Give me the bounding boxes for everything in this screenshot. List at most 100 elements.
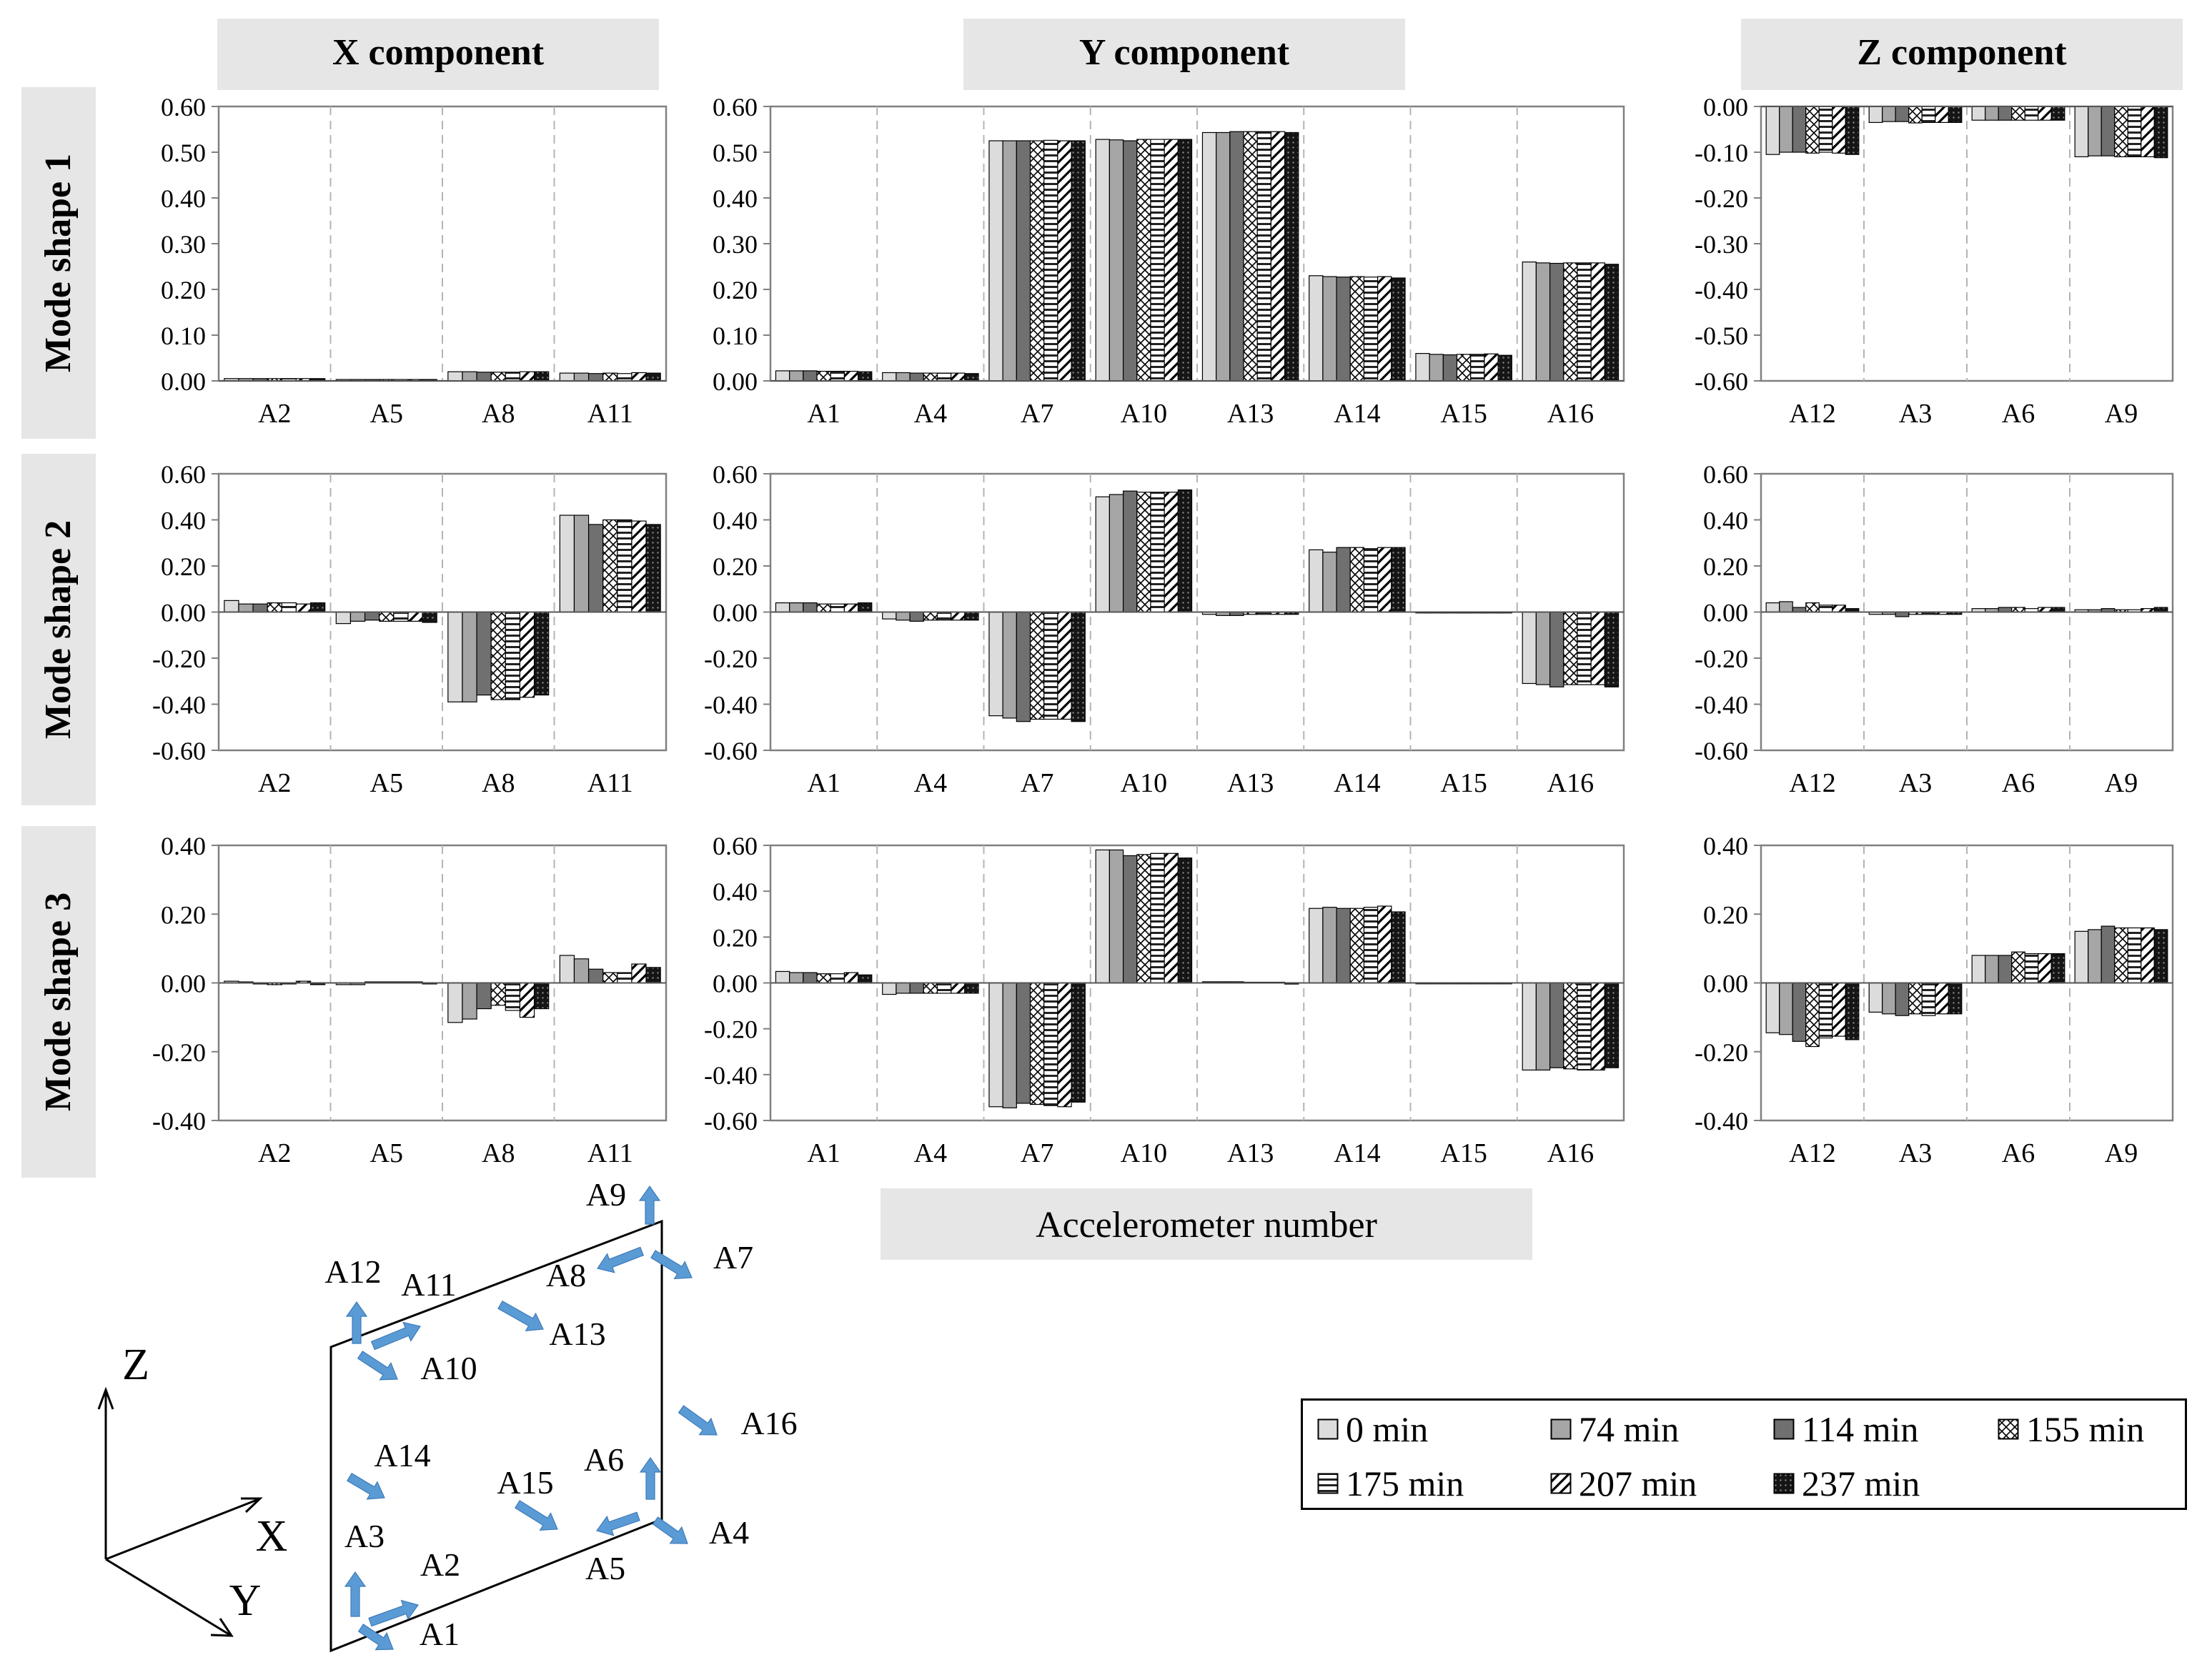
x-tick-label: A10 [1121,768,1167,798]
bar-a12-74-min [1779,601,1793,613]
bar-a6-237-min [2050,106,2065,121]
bar-a8-114-min [476,372,492,382]
bar-a6-74-min [1985,955,1999,984]
y-tick-label: -0.20 [704,1015,758,1044]
bar-a3-0-min [1868,982,1883,1013]
y-tick-label: 0.00 [161,599,206,627]
bar-a7-155-min [1029,982,1045,1105]
col-header-bg-x [217,19,659,90]
bar-a13-0-min [1201,131,1217,382]
bar-a2-74-min [238,603,254,613]
bar-a1-114-min [803,602,818,613]
structure-outline [329,1219,663,1653]
x-tick-label: A1 [807,1138,840,1168]
sensor-arrow-a9 [638,1185,661,1225]
col-header-bg-y [963,19,1405,90]
bar-a11-74-min [573,958,590,984]
bar-a9-114-min [2101,106,2116,156]
bar-a8-155-min [490,372,506,382]
bar-a3-237-min [1948,982,1963,1015]
y-tick-label: -0.40 [704,691,758,720]
xaxis-title: Accelerometer number [1036,1205,1377,1246]
bar-a7-0-min [988,982,1003,1108]
bar-a14-114-min [1336,908,1351,984]
sensor-label-a12: A12 [324,1253,381,1290]
legend-swatch [1550,1418,1572,1440]
bar-a16-175-min [1577,982,1592,1071]
bar-a4-0-min [882,372,897,382]
x-tick-label: A7 [1021,768,1053,798]
bar-a11-74-min [573,515,590,613]
bar-a7-114-min [1016,611,1031,722]
bar-a3-0-min [1868,106,1883,123]
bar-a15-175-min [1470,354,1485,382]
bar-a11-74-min [573,372,590,382]
x-tick-label: A2 [258,768,291,798]
y-tick-label: 0.40 [1703,507,1748,535]
x-tick-label: A7 [1021,399,1053,429]
bar-a4-0-min [882,611,897,620]
bar-a9-155-min [2114,106,2128,158]
bar-a15-207-min [1484,353,1499,382]
bar-a4-155-min [923,611,938,621]
bar-a16-114-min [1549,262,1564,382]
x-tick-label: A4 [914,399,947,429]
bar-a6-237-min [2050,953,2065,984]
bar-a6-114-min [1998,955,2013,984]
bar-a9-0-min [2074,930,2089,984]
sensor-arrow-a2 [368,1599,419,1627]
bar-a1-207-min [843,972,859,984]
x-tick-label: A5 [370,399,403,429]
sensor-label-a5: A5 [585,1550,625,1586]
sensor-label-a6: A6 [584,1441,624,1478]
y-tick-label: -0.50 [1695,322,1748,350]
sensor-arrow-a16 [678,1405,718,1436]
bar-a7-155-min [1029,611,1045,720]
bar-a11-207-min [631,520,647,613]
x-tick-label: A3 [1899,768,1932,798]
bar-a5-155-min [379,611,395,622]
bar-a4-237-min [964,982,979,994]
sensor-label-a13: A13 [549,1316,605,1352]
chart-mode3-x: A2 A5 A8 A11 -0.40 -0.20 0.00 0.20 0.40 [152,832,668,1168]
bar-a8-207-min [519,611,535,698]
bar-a11-0-min [559,955,575,984]
bar-a14-74-min [1322,552,1337,613]
bar-a10-155-min [1136,854,1151,984]
y-tick-label: 0.00 [1703,93,1748,121]
x-tick-label: A4 [914,768,947,798]
x-tick-label: A5 [370,768,403,798]
chart-mode1-y: A1 A4 A7 A10 A13 A14 A15 A16 0.00 0.10 0.20 0.30 0.4… [713,93,1625,429]
bar-a8-237-min [533,982,550,1010]
bar-a3-237-min [1948,106,1963,123]
bar-a8-155-min [490,982,506,1006]
legend-item: 74 min [1550,1409,1679,1449]
y-tick-label: 0.20 [1703,552,1748,581]
bar-a10-237-min [1177,858,1193,984]
y-tick-label: -0.40 [152,1107,206,1135]
y-tick-label: 0.40 [713,507,758,535]
bar-a16-237-min [1604,982,1620,1068]
bar-a8-207-min [519,982,535,1018]
bar-a1-114-min [803,370,818,382]
y-tick-label: 0.60 [1703,460,1748,489]
bar-a10-175-min [1150,853,1165,984]
bar-a6-155-min [2011,951,2025,984]
bar-a4-175-min [936,982,952,994]
bar-a1-237-min [857,974,873,984]
x-tick-label: A11 [587,1138,633,1168]
bar-a9-207-min [2141,106,2155,158]
y-tick-label: 0.20 [713,923,758,952]
bar-a10-175-min [1150,492,1165,613]
bar-a10-114-min [1122,140,1138,382]
bar-a11-237-min [645,372,661,382]
bar-a16-155-min [1563,262,1578,382]
sensor-label-a1: A1 [420,1616,460,1652]
bar-a10-155-min [1136,492,1151,613]
y-tick-label: 0.20 [161,900,206,929]
y-tick-label: 0.30 [713,230,758,259]
bar-a8-0-min [447,611,463,702]
